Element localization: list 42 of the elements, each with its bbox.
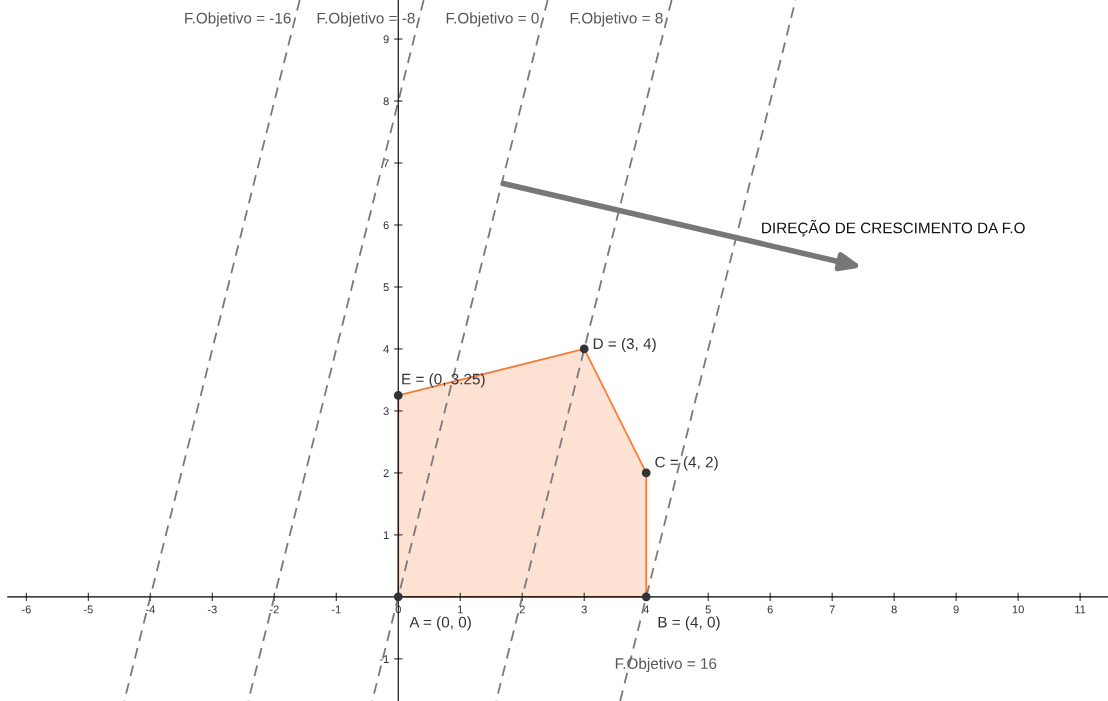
x-tick-label: 7 xyxy=(829,605,835,614)
x-tick-label: 6 xyxy=(767,605,773,614)
x-tick-label: 4 xyxy=(643,605,649,614)
y-tick-label: 5 xyxy=(383,283,389,292)
y-tick-label: 2 xyxy=(383,469,389,477)
x-tick-label: -4 xyxy=(145,605,155,614)
x-tick-label: 9 xyxy=(953,605,959,614)
y-tick-label: 3 xyxy=(383,407,389,416)
x-tick-label: -6 xyxy=(21,605,31,614)
series-label: F.Objetivo = 16 xyxy=(615,657,717,673)
series-label: F.Objetivo = 8 xyxy=(570,12,663,27)
x-tick-label: 8 xyxy=(891,605,897,614)
x-tick-label: 10 xyxy=(1012,605,1024,614)
point xyxy=(393,592,403,602)
x-tick-label: -1 xyxy=(331,605,341,614)
y-tick-label: -1 xyxy=(379,655,389,663)
y-tick-label: 4 xyxy=(383,345,389,353)
point xyxy=(641,468,651,478)
data-label: C = (4, 2) xyxy=(655,456,718,471)
series-label: F.Objetivo = -8 xyxy=(317,12,415,27)
point xyxy=(579,344,589,354)
annotation: DIREÇÃO DE CRESCIMENTO DA F.O xyxy=(762,219,1025,237)
data-label: D = (3, 4) xyxy=(593,337,656,353)
y-tick-label: 9 xyxy=(383,35,389,44)
x-tick-label: 1 xyxy=(458,605,463,614)
data-label: B = (4, 0) xyxy=(658,616,720,631)
x-tick-label: 11 xyxy=(1075,605,1086,614)
y-tick-label: 6 xyxy=(383,221,389,230)
point xyxy=(641,592,651,602)
data-label: A = (0, 0) xyxy=(409,616,471,631)
y-tick-label: 1 xyxy=(383,531,389,539)
y-tick-label: 7 xyxy=(383,159,389,168)
x-tick-label: -3 xyxy=(207,605,217,614)
x-tick-label: 2 xyxy=(519,605,525,614)
x-tick-label: 3 xyxy=(581,605,587,614)
y-tick-label: 8 xyxy=(383,97,389,106)
series-label: F.Objetivo = -16 xyxy=(185,12,291,27)
x-tick-label: -2 xyxy=(269,605,279,614)
x-tick-label: -5 xyxy=(83,605,93,614)
x-tick-label: 5 xyxy=(705,605,711,614)
series-label: F.Objetivo = 0 xyxy=(446,12,539,27)
point xyxy=(393,391,403,400)
